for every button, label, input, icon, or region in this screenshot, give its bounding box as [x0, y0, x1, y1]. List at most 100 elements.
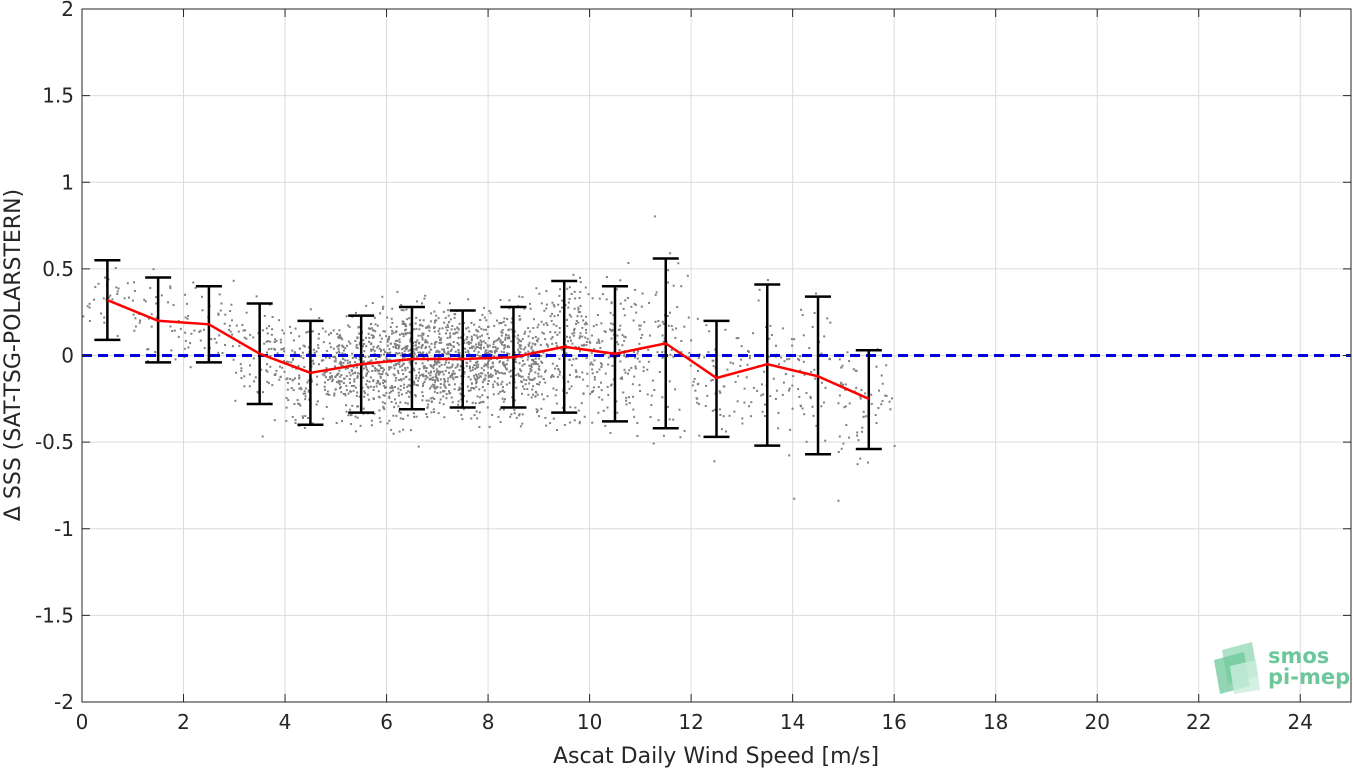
scatter-point	[813, 312, 816, 314]
scatter-point	[763, 415, 766, 417]
scatter-point	[428, 329, 431, 332]
scatter-point	[766, 279, 769, 281]
scatter-point	[412, 380, 415, 383]
scatter-point	[373, 316, 376, 319]
scatter-point	[322, 341, 325, 344]
scatter-point	[575, 371, 578, 373]
scatter-point	[559, 370, 561, 373]
scatter-point	[540, 360, 543, 363]
scatter-point	[632, 408, 635, 411]
scatter-point	[503, 317, 506, 320]
scatter-point	[304, 398, 307, 401]
scatter-point	[338, 383, 341, 386]
scatter-point	[339, 387, 341, 390]
scatter-point	[801, 407, 804, 410]
scatter-point	[781, 327, 784, 330]
scatter-point	[577, 346, 580, 349]
scatter-point	[534, 395, 537, 398]
scatter-point	[133, 281, 135, 284]
scatter-point	[585, 331, 588, 334]
scatter-point	[438, 365, 441, 368]
scatter-point	[561, 348, 564, 351]
scatter-point	[433, 363, 436, 366]
scatter-point	[675, 327, 678, 330]
scatter-point	[449, 392, 452, 395]
scatter-point	[653, 389, 656, 391]
scatter-point	[436, 392, 439, 394]
scatter-point	[552, 375, 555, 378]
scatter-point	[442, 395, 445, 398]
scatter-point	[228, 324, 231, 327]
scatter-point	[434, 319, 437, 322]
scatter-point	[623, 335, 626, 338]
scatter-point	[435, 362, 438, 365]
scatter-point	[591, 368, 594, 371]
scatter-point	[483, 365, 486, 368]
scatter-point	[345, 315, 348, 318]
scatter-point	[551, 336, 554, 339]
scatter-point	[430, 400, 433, 403]
scatter-point	[332, 329, 335, 332]
scatter-point	[397, 405, 400, 408]
scatter-point	[638, 328, 641, 331]
scatter-point	[174, 358, 177, 361]
scatter-point	[399, 417, 402, 420]
scatter-point	[302, 416, 304, 419]
scatter-point	[390, 366, 393, 369]
scatter-point	[333, 360, 336, 363]
scatter-point	[451, 372, 454, 375]
scatter-point	[559, 288, 562, 291]
scatter-point	[365, 366, 368, 369]
scatter-point	[370, 419, 373, 422]
scatter-point	[808, 347, 811, 350]
scatter-point	[470, 337, 473, 340]
scatter-point	[826, 317, 829, 320]
scatter-point	[341, 357, 344, 360]
scatter-point	[674, 388, 677, 391]
scatter-point	[527, 343, 530, 346]
scatter-point	[488, 350, 491, 353]
scatter-point	[477, 366, 480, 369]
scatter-point	[438, 327, 441, 330]
scatter-point	[523, 307, 526, 310]
scatter-point	[347, 414, 350, 417]
y-tick-label: -0.5	[35, 430, 74, 454]
scatter-point	[390, 390, 393, 393]
scatter-point	[569, 421, 572, 424]
scatter-point	[430, 312, 433, 315]
scatter-point	[462, 408, 465, 411]
scatter-point	[265, 369, 268, 372]
scatter-point	[893, 445, 896, 447]
scatter-point	[265, 327, 268, 330]
scatter-point	[504, 324, 507, 327]
scatter-point	[475, 375, 478, 378]
scatter-point	[451, 376, 454, 379]
scatter-point	[605, 276, 608, 279]
scatter-point	[741, 417, 744, 420]
scatter-point	[426, 406, 429, 409]
scatter-point	[820, 352, 823, 355]
scatter-point	[499, 340, 502, 343]
scatter-point	[199, 339, 202, 342]
scatter-point	[372, 365, 375, 368]
scatter-point	[477, 363, 480, 366]
scatter-point	[669, 311, 671, 314]
scatter-point	[571, 342, 574, 345]
scatter-point	[514, 358, 517, 361]
scatter-point	[409, 360, 412, 363]
scatter-point	[526, 388, 529, 391]
scatter-point	[878, 389, 880, 392]
scatter-point	[383, 353, 385, 356]
scatter-point	[503, 365, 506, 368]
scatter-point	[447, 377, 450, 380]
scatter-point	[734, 380, 737, 383]
scatter-point	[518, 346, 521, 349]
scatter-point	[397, 369, 399, 372]
scatter-point	[504, 336, 507, 339]
scatter-point	[468, 367, 471, 370]
scatter-point	[355, 344, 358, 347]
scatter-point	[134, 289, 136, 292]
scatter-point	[598, 342, 601, 344]
scatter-point	[530, 347, 533, 350]
scatter-point	[432, 408, 435, 411]
